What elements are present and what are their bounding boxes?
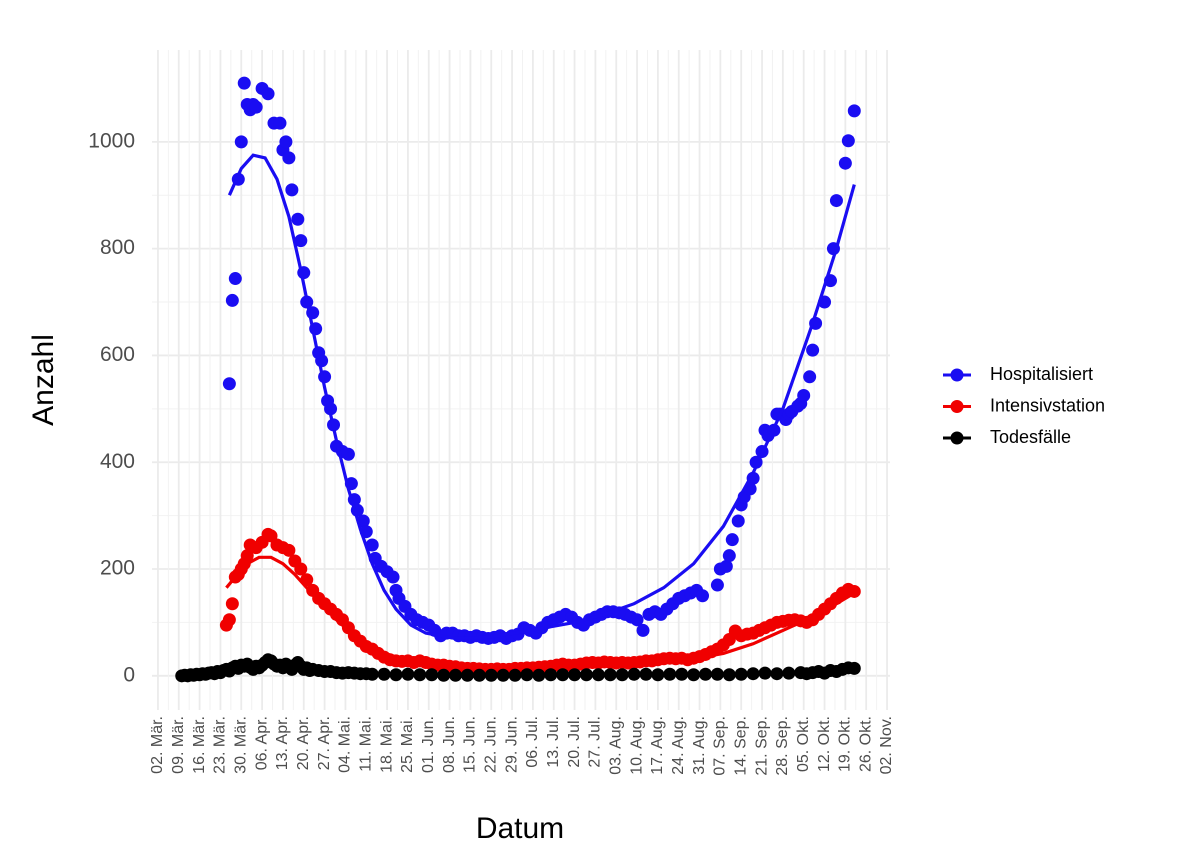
point: [725, 533, 739, 547]
point: [341, 447, 355, 461]
point: [291, 212, 305, 226]
x-tick-label: 07. Sep.: [712, 716, 729, 776]
point: [841, 134, 855, 148]
x-tick-label: 24. Aug.: [670, 716, 687, 775]
point: [225, 293, 239, 307]
point: [273, 116, 287, 130]
point: [261, 87, 275, 101]
y-tick-label: 400: [100, 450, 135, 473]
y-axis-title: Anzahl: [27, 334, 60, 426]
legend-label: Todesfälle: [990, 427, 1071, 447]
trend-line: [225, 555, 856, 671]
x-tick-label: 19. Okt.: [837, 716, 854, 772]
y-tick-label: 1000: [88, 129, 135, 152]
x-tick-label: 02. Mär.: [149, 716, 166, 774]
point: [636, 623, 650, 637]
x-tick-label: 03. Aug.: [607, 716, 624, 775]
point: [847, 104, 861, 118]
x-tick-label: 18. Mai.: [378, 716, 395, 773]
x-tick-label: 31. Aug.: [691, 716, 708, 775]
trend-line: [227, 153, 856, 641]
x-tick-label: 20. Jul.: [566, 716, 583, 768]
x-tick-label: 05. Okt.: [795, 716, 812, 772]
y-tick-label: 0: [123, 663, 135, 686]
x-tick-label: 14. Sep.: [732, 716, 749, 776]
point: [847, 661, 861, 675]
x-tick-label: 01. Jun.: [420, 716, 437, 773]
legend: Hospitalisiert Intensivstation Todesfälle: [943, 364, 1105, 447]
x-tick-label: 26. Okt.: [857, 716, 874, 772]
point: [282, 151, 296, 165]
point: [719, 559, 733, 573]
legend-swatch-point: [950, 431, 964, 445]
x-tick-label: 16. Mär.: [191, 716, 208, 774]
point: [630, 613, 644, 627]
x-tick-label: 12. Okt.: [816, 716, 833, 772]
legend-label: Intensivstation: [990, 395, 1105, 415]
x-tick-label: 27. Jul.: [587, 716, 604, 768]
point: [803, 370, 817, 384]
y-tick-label: 200: [100, 557, 135, 580]
point: [829, 194, 843, 208]
point: [731, 514, 745, 528]
point: [294, 234, 308, 248]
point: [797, 388, 811, 402]
plot-area: [175, 76, 861, 683]
x-tick-label: 17. Aug.: [649, 716, 666, 775]
x-tick-label: 04. Mai.: [337, 716, 354, 773]
x-tick-label: 08. Jun.: [441, 716, 458, 773]
point: [234, 135, 248, 149]
point: [282, 543, 296, 557]
point: [294, 562, 308, 576]
point: [222, 613, 236, 627]
point: [696, 589, 710, 603]
x-tick-label: 22. Jun.: [482, 716, 499, 773]
x-tick-label: 23. Mär.: [212, 716, 229, 774]
x-tick-label: 09. Mär.: [170, 716, 187, 774]
point: [365, 538, 379, 552]
x-tick-label: 21. Sep.: [753, 716, 770, 776]
point: [279, 135, 293, 149]
trend-line: [181, 664, 855, 678]
point: [222, 377, 236, 391]
x-tick-label: 30. Mär.: [232, 716, 249, 774]
point: [285, 183, 299, 197]
point: [228, 272, 242, 286]
x-tick-label: 15. Jun.: [462, 716, 479, 773]
y-tick-label: 800: [100, 236, 135, 259]
x-tick-label: 10. Aug.: [628, 716, 645, 775]
point: [240, 549, 254, 563]
legend-label: Hospitalisiert: [990, 364, 1093, 384]
point: [249, 100, 263, 114]
x-tick-label: 27. Apr.: [316, 716, 333, 770]
legend-swatch-point: [950, 368, 964, 382]
x-axis-title: Datum: [476, 812, 564, 845]
point: [225, 597, 239, 611]
x-tick-label: 02. Nov.: [878, 716, 895, 774]
x-tick-label: 06. Jul.: [524, 716, 541, 768]
legend-swatch-point: [950, 400, 964, 413]
point: [722, 549, 736, 563]
x-tick-label: 13. Jul.: [545, 716, 562, 768]
x-tick-label: 11. Mai.: [357, 716, 374, 772]
x-tick-label: 20. Apr.: [295, 716, 312, 770]
y-tick-label: 600: [100, 343, 135, 366]
point: [806, 343, 820, 357]
x-tick-label: 28. Sep.: [774, 716, 791, 776]
x-tick-label: 25. Mai.: [399, 716, 416, 773]
x-tick-label: 29. Jun.: [503, 716, 520, 773]
point: [710, 578, 724, 592]
x-tick-label: 06. Apr.: [253, 716, 270, 770]
point: [838, 156, 852, 170]
point: [237, 76, 251, 90]
point: [386, 570, 400, 584]
x-tick-label: 13. Apr.: [274, 716, 291, 770]
